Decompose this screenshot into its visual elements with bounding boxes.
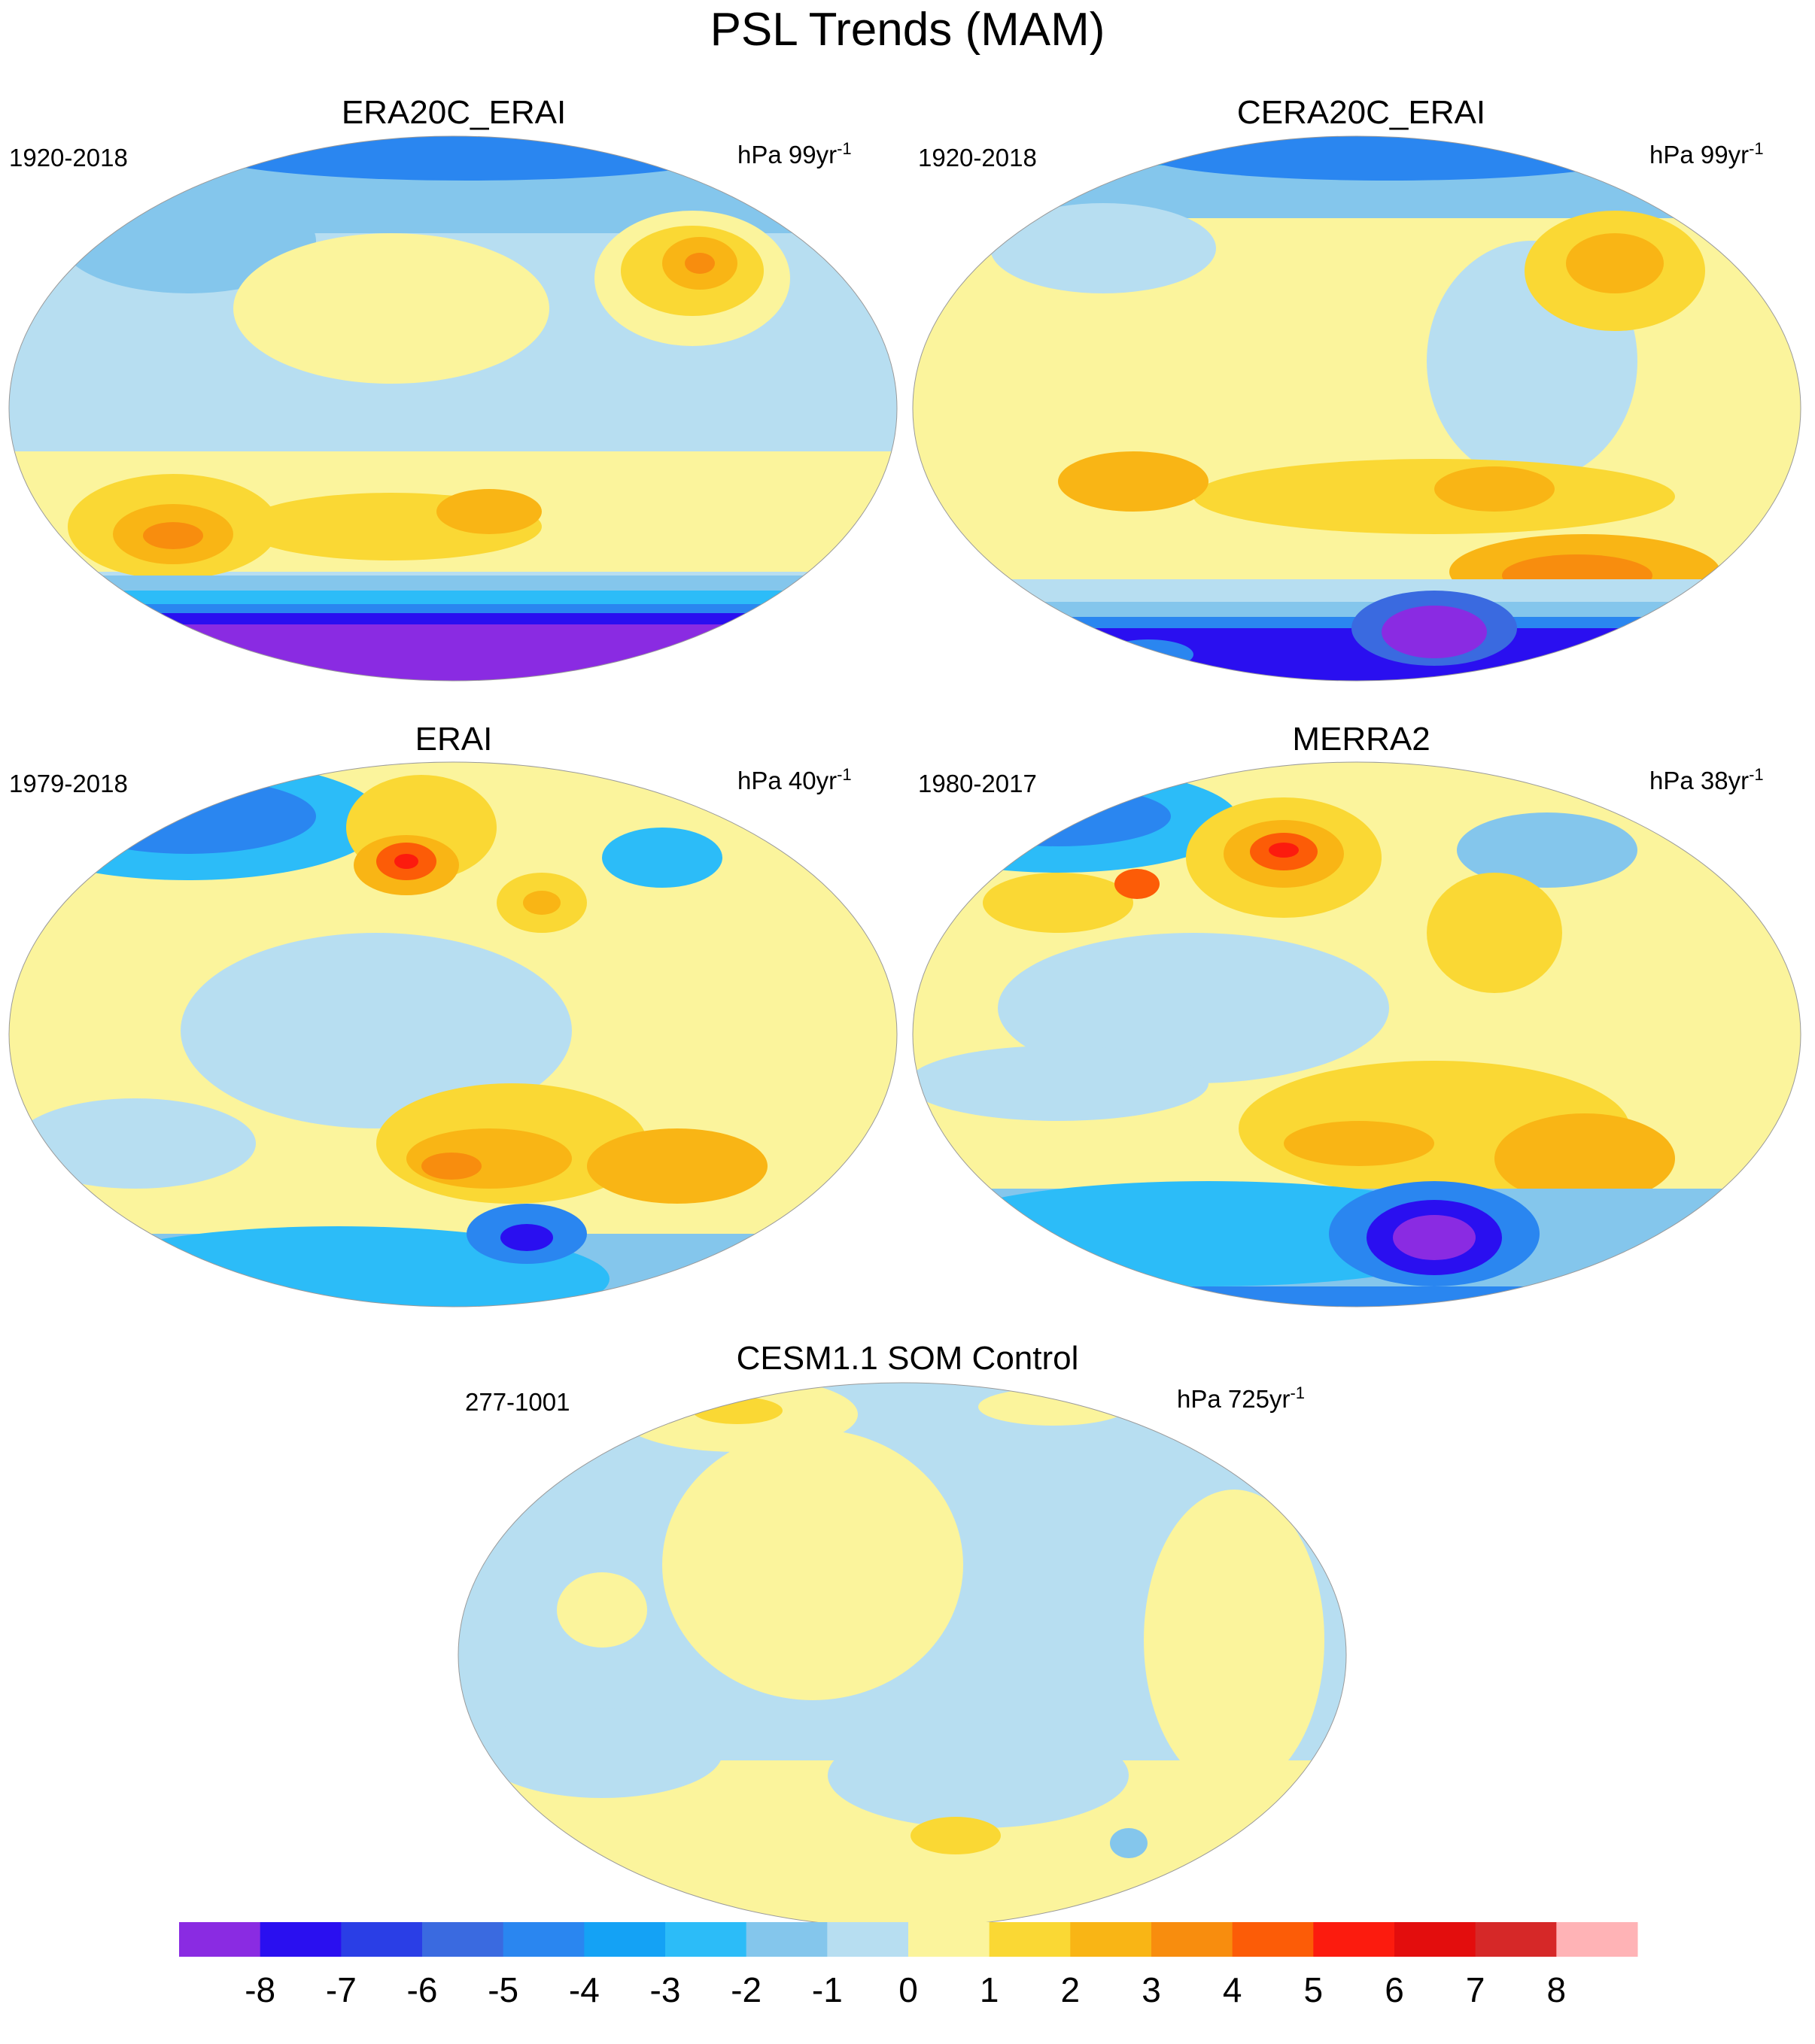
colorbar-tick-label: 3 bbox=[1142, 1970, 1161, 2009]
colorbar-tick-label: -2 bbox=[731, 1970, 762, 2009]
units-label: hPa 99yr-1 bbox=[737, 139, 852, 169]
colorbar-swatch bbox=[584, 1922, 666, 1957]
map-erai bbox=[8, 761, 898, 1307]
map-cesm bbox=[458, 1382, 1347, 1928]
colorbar-swatch bbox=[341, 1922, 423, 1957]
colorbar-swatch bbox=[260, 1922, 342, 1957]
colorbar-tick-label: -6 bbox=[406, 1970, 438, 2009]
map-cera20c bbox=[912, 135, 1801, 682]
colorbar-swatch bbox=[665, 1922, 747, 1957]
map-era20c bbox=[8, 135, 898, 682]
period-label: 1920-2018 bbox=[9, 144, 128, 172]
colorbar-swatch bbox=[827, 1922, 909, 1957]
colorbar-tick-label: 4 bbox=[1222, 1970, 1242, 2009]
colorbar-swatch bbox=[1232, 1922, 1314, 1957]
colorbar-tick-label: 2 bbox=[1060, 1970, 1081, 2009]
units-label: hPa 725yr-1 bbox=[1177, 1383, 1305, 1413]
colorbar-swatch bbox=[1556, 1922, 1638, 1957]
panel-erai: ERAI 1979-2018 hPa 40yr-1 bbox=[0, 692, 908, 1324]
units-label: hPa 99yr-1 bbox=[1649, 139, 1764, 169]
colorbar-tick-label: -3 bbox=[649, 1970, 681, 2009]
period-label: 1980-2017 bbox=[918, 770, 1037, 797]
period-label: 1920-2018 bbox=[918, 144, 1037, 172]
colorbar-swatch bbox=[1475, 1922, 1557, 1957]
colorbar bbox=[179, 1922, 1638, 1957]
panel-cera20c: CERA20C_ERAI 1920-2018 hPa 99yr-1 bbox=[908, 0, 1815, 692]
panel-title: ERAI bbox=[415, 721, 493, 758]
panel-cesm: CESM1.1 SOM Control 277-1001 hPa 725yr-1 bbox=[0, 1324, 1815, 1928]
colorbar-swatch bbox=[179, 1922, 261, 1957]
colorbar-tick-label: -8 bbox=[245, 1970, 276, 2009]
panel-title: CERA20C_ERAI bbox=[1236, 94, 1486, 131]
colorbar-swatch bbox=[908, 1922, 990, 1957]
colorbar-tick-label: 1 bbox=[979, 1970, 999, 2009]
colorbar-swatch bbox=[1151, 1922, 1233, 1957]
period-label: 1979-2018 bbox=[9, 770, 128, 797]
colorbar-tick-label: -4 bbox=[568, 1970, 600, 2009]
period-label: 277-1001 bbox=[465, 1388, 570, 1416]
figure-title: PSL Trends (MAM) bbox=[710, 4, 1105, 56]
units-label: hPa 40yr-1 bbox=[737, 765, 852, 794]
units-label: hPa 38yr-1 bbox=[1649, 765, 1764, 794]
panel-era20c: ERA20C_ERAI 1920-2018 hPa 99yr-1 bbox=[0, 0, 908, 692]
colorbar-swatch bbox=[1070, 1922, 1152, 1957]
map-merra2 bbox=[912, 761, 1801, 1307]
panel-title: MERRA2 bbox=[1292, 721, 1430, 758]
colorbar-tick-label: -1 bbox=[811, 1970, 843, 2009]
colorbar-tick-label: 6 bbox=[1385, 1970, 1404, 2009]
colorbar-swatch bbox=[746, 1922, 828, 1957]
colorbar-swatch bbox=[503, 1922, 585, 1957]
colorbar-tick-label: 5 bbox=[1303, 1970, 1324, 2009]
panel-merra2: MERRA2 1980-2017 hPa 38yr-1 bbox=[908, 692, 1815, 1324]
colorbar-tick-label: 0 bbox=[898, 1970, 918, 2009]
colorbar-tick-label: 8 bbox=[1546, 1970, 1567, 2009]
colorbar-swatch bbox=[422, 1922, 504, 1957]
panel-title: ERA20C_ERAI bbox=[341, 94, 567, 131]
panel-title: CESM1.1 SOM Control bbox=[736, 1340, 1079, 1377]
colorbar-swatch bbox=[1313, 1922, 1395, 1957]
colorbar-tick-label: -7 bbox=[325, 1970, 357, 2009]
colorbar-swatch bbox=[989, 1922, 1071, 1957]
colorbar-tick-label: 7 bbox=[1465, 1970, 1485, 2009]
colorbar-tick-label: -5 bbox=[488, 1970, 519, 2009]
colorbar-swatch bbox=[1394, 1922, 1476, 1957]
